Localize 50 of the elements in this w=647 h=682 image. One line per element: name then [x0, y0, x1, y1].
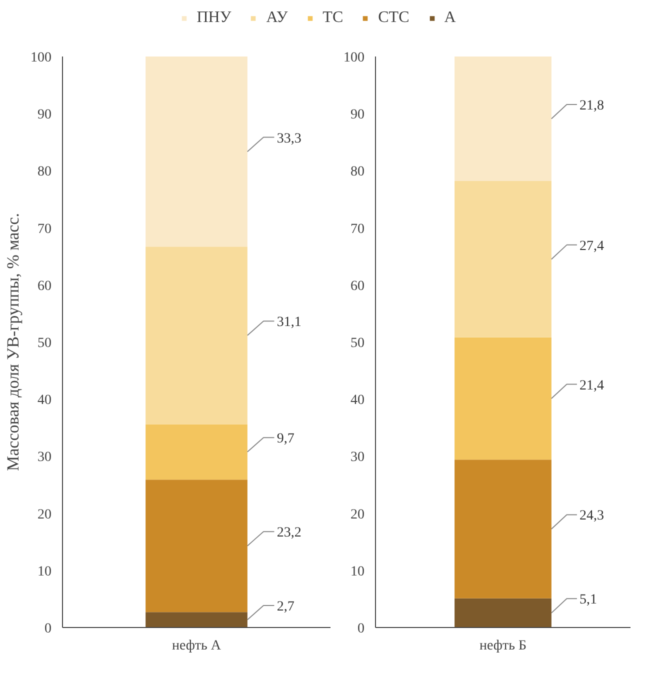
- data-label: 2,7: [276, 600, 294, 615]
- y-tick-label: 10: [38, 564, 52, 580]
- y-tick-label: 60: [38, 278, 52, 294]
- bar: [146, 612, 248, 628]
- legend-label: ТС: [322, 9, 344, 27]
- y-tick-label: 70: [38, 222, 52, 237]
- bar: [454, 180, 552, 338]
- x-tick-label: нефть А: [172, 638, 222, 654]
- data-label: 24,3: [580, 508, 604, 524]
- data-label: 23,2: [276, 526, 302, 541]
- y-tick-label: 100: [344, 50, 364, 66]
- y-axis-title: Массовая доля УВ-группы, % масс.: [4, 212, 22, 471]
- legend-label: ПНУ: [196, 9, 232, 27]
- y-tick-label: 100: [30, 50, 52, 66]
- x-tick-label: нефть Б: [480, 638, 527, 654]
- y-tick-label: 80: [38, 164, 52, 180]
- y-tick-label: 30: [38, 450, 52, 466]
- y-tick-label: 80: [350, 164, 364, 180]
- y-tick-label: 40: [38, 393, 52, 408]
- bar: [146, 480, 248, 612]
- bar: [454, 460, 552, 598]
- data-label: 31,1: [276, 315, 302, 330]
- y-tick-label: 50: [350, 336, 364, 351]
- y-tick-label: 20: [38, 507, 52, 522]
- bar: [454, 337, 552, 460]
- y-tick-label: 70: [350, 222, 364, 237]
- data-label: 21,4: [580, 378, 604, 394]
- legend-label: СТС: [378, 9, 410, 27]
- bar: [146, 424, 248, 480]
- data-label: 33,3: [276, 131, 302, 146]
- y-tick-label: 0: [358, 622, 364, 636]
- y-tick-label: 30: [350, 450, 364, 466]
- y-tick-label: 60: [350, 278, 364, 294]
- bar: [146, 246, 248, 424]
- y-tick-label: 20: [350, 507, 364, 522]
- bar: [146, 56, 248, 247]
- data-label: 5,1: [580, 592, 597, 608]
- legend-label: А: [444, 9, 457, 27]
- data-label: 9,7: [276, 432, 294, 447]
- y-tick-label: 0: [44, 622, 52, 636]
- y-tick-label: 50: [38, 336, 52, 351]
- bar: [454, 598, 552, 628]
- data-label: 21,8: [580, 98, 604, 114]
- data-label: 27,4: [580, 238, 604, 254]
- y-tick-label: 40: [350, 393, 364, 408]
- y-tick-label: 10: [350, 564, 364, 580]
- bar: [454, 56, 552, 181]
- legend-label: АУ: [266, 9, 288, 27]
- y-tick-label: 90: [350, 108, 364, 123]
- y-tick-label: 90: [38, 108, 52, 123]
